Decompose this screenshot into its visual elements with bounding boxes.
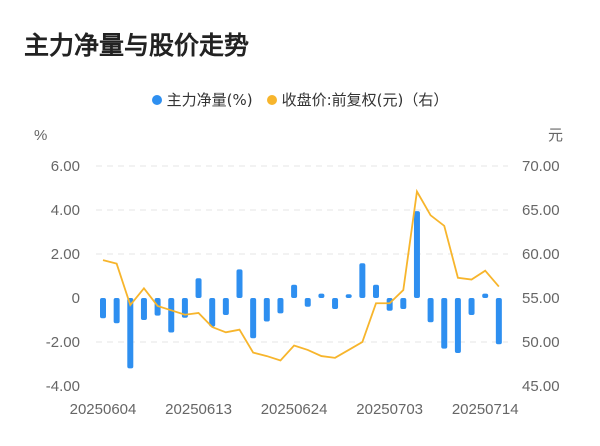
net-volume-bar bbox=[386, 298, 393, 311]
net-volume-bar bbox=[468, 298, 475, 315]
net-volume-bar bbox=[373, 284, 379, 298]
left-axis-unit: % bbox=[34, 127, 47, 144]
x-axis-tick: 20250604 bbox=[70, 401, 137, 418]
x-axis-tick: 20250624 bbox=[261, 401, 328, 418]
net-volume-bar bbox=[140, 298, 147, 320]
left-axis-tick: 4.00 bbox=[51, 202, 80, 219]
right-axis-tick: 60.00 bbox=[522, 246, 560, 263]
net-volume-bar bbox=[127, 298, 134, 369]
net-volume-bar bbox=[318, 293, 325, 298]
net-volume-bar bbox=[168, 298, 175, 333]
right-axis-tick: 55.00 bbox=[522, 290, 560, 307]
legend-item-close-price[interactable]: 收盘价:前复权(元)（右） bbox=[266, 89, 449, 110]
legend-label: 主力净量(%) bbox=[166, 91, 253, 109]
net-volume-bar bbox=[222, 298, 229, 315]
legend-label: 收盘价:前复权(元)（右） bbox=[281, 91, 449, 109]
net-volume-bar bbox=[250, 298, 257, 339]
right-axis-tick: 50.00 bbox=[522, 334, 560, 351]
legend-line-marker bbox=[266, 94, 277, 105]
right-axis-tick: 70.00 bbox=[522, 158, 560, 175]
net-volume-bar bbox=[209, 298, 216, 327]
net-volume-bar bbox=[236, 269, 243, 298]
chart-title: 主力净量与股价走势 bbox=[24, 31, 250, 60]
x-axis-tick: 20250714 bbox=[452, 401, 519, 418]
net-volume-bar bbox=[263, 298, 270, 322]
net-volume-bar bbox=[304, 298, 311, 307]
net-volume-bar bbox=[454, 298, 461, 353]
x-axis-tick: 20250613 bbox=[165, 401, 232, 418]
legend-item-net-volume[interactable]: 主力净量(%) bbox=[151, 89, 253, 110]
net-volume-bar bbox=[413, 211, 420, 298]
legend: 主力净量(%) 收盘价:前复权(元)（右） bbox=[0, 89, 600, 110]
close-price-line bbox=[102, 188, 500, 362]
right-axis-unit: 元 bbox=[548, 127, 563, 144]
x-axis-tick: 20250703 bbox=[356, 401, 423, 418]
left-axis-tick: 6.00 bbox=[51, 158, 80, 175]
net-volume-bar bbox=[427, 298, 434, 323]
net-volume-bar bbox=[113, 298, 120, 324]
net-volume-bar bbox=[195, 278, 202, 298]
net-volume-bar bbox=[482, 293, 489, 298]
right-axis-tick: 45.00 bbox=[522, 378, 560, 395]
net-volume-bar bbox=[359, 263, 366, 298]
net-volume-bar bbox=[291, 284, 298, 298]
net-volume-bar bbox=[345, 294, 352, 298]
legend-bar-marker bbox=[151, 94, 162, 105]
net-volume-bar bbox=[441, 298, 448, 349]
right-axis-tick: 65.00 bbox=[522, 202, 560, 219]
left-axis-tick: -4.00 bbox=[46, 378, 80, 395]
net-volume-bar bbox=[181, 298, 188, 318]
net-volume-bar bbox=[277, 298, 284, 314]
net-volume-bar bbox=[495, 298, 502, 345]
net-volume-bar bbox=[332, 298, 339, 309]
left-axis-tick: 0 bbox=[72, 290, 80, 307]
net-volume-bar bbox=[400, 298, 407, 309]
left-axis-tick: -2.00 bbox=[46, 334, 80, 351]
net-volume-bar bbox=[100, 298, 106, 319]
left-axis-tick: 2.00 bbox=[51, 246, 80, 263]
